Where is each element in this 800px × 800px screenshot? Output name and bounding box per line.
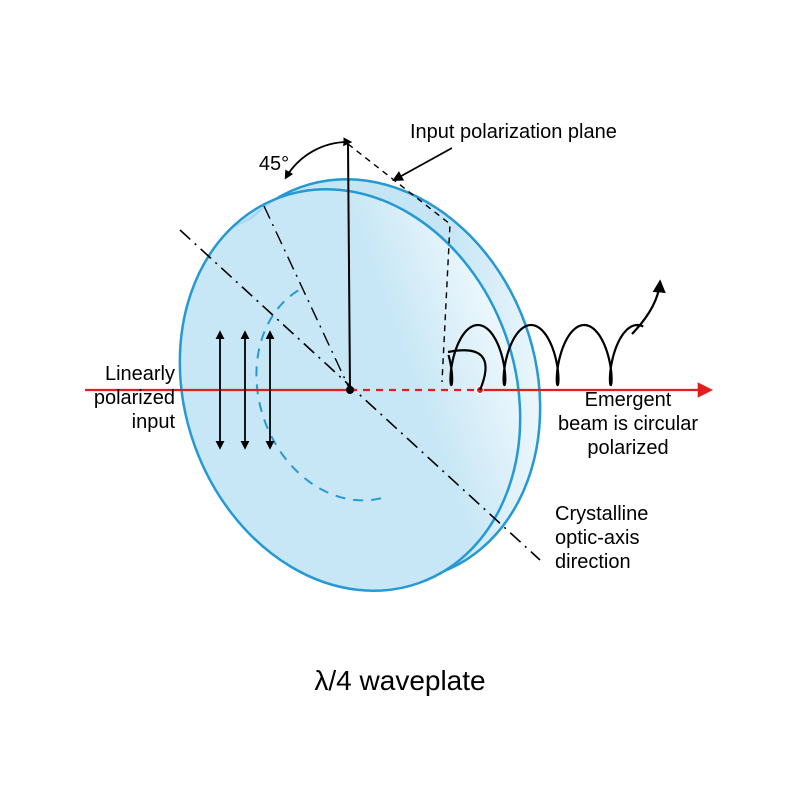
axis-label-1: optic-axis	[555, 527, 639, 549]
emergent-label-0: Emergent	[585, 389, 672, 411]
emergent-label-1: beam is circular	[558, 413, 698, 435]
axis-label-0: Crystalline	[555, 503, 648, 525]
diagram-title: λ/4 waveplate	[314, 665, 485, 696]
input-plane-label: Input polarization plane	[410, 121, 617, 143]
linearly-label-1: polarized	[94, 387, 175, 409]
emergent-label-2: polarized	[587, 437, 668, 459]
waveplate-diagram: 45°Input polarization planeLinearlypolar…	[0, 0, 800, 800]
angle-label: 45°	[259, 153, 289, 175]
axis-label-2: direction	[555, 551, 631, 573]
linearly-label-2: input	[132, 411, 176, 433]
linearly-label-0: Linearly	[105, 363, 175, 385]
